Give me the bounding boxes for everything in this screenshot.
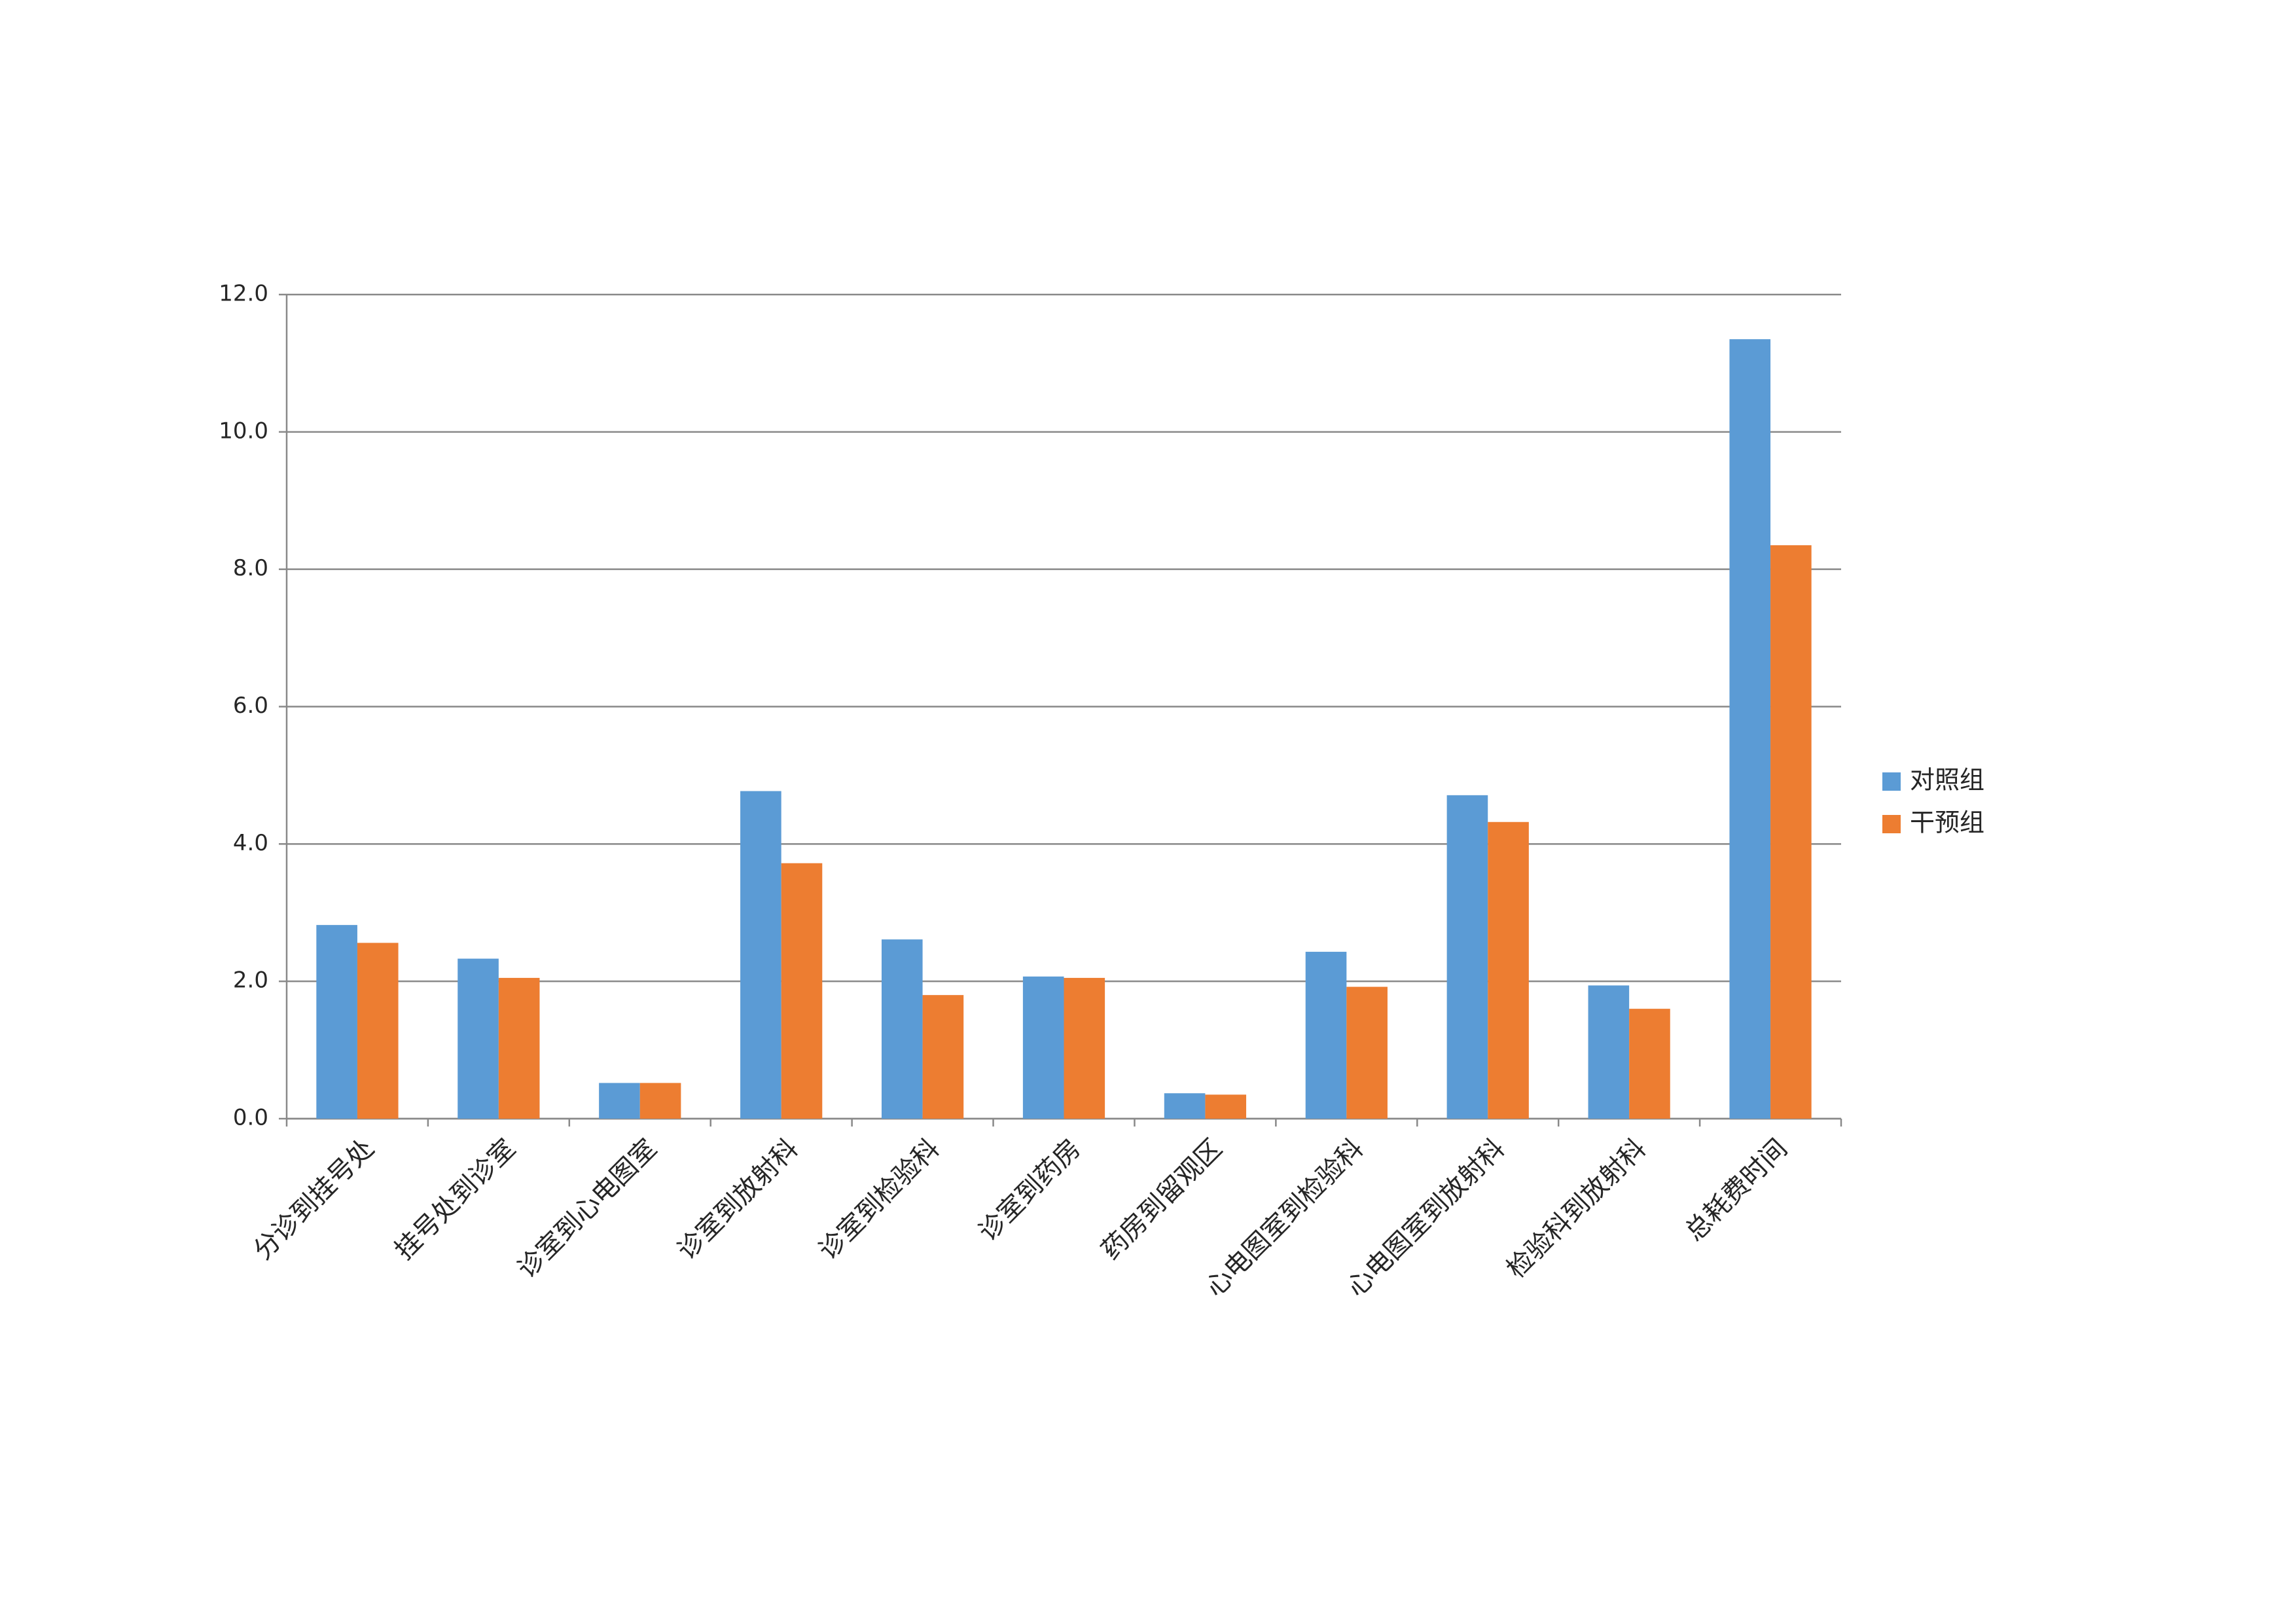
x-tick-label: 诊室到药房 bbox=[973, 1133, 1086, 1247]
x-tick-label: 检验科到放射科 bbox=[1501, 1133, 1652, 1284]
bar bbox=[1064, 977, 1105, 1119]
bar bbox=[1588, 985, 1630, 1119]
x-tick-label: 心电图室到检验科 bbox=[1200, 1133, 1369, 1303]
bar bbox=[357, 943, 399, 1119]
legend-swatch bbox=[1882, 815, 1901, 833]
y-tick-label: 0.0 bbox=[233, 1105, 268, 1131]
bar bbox=[781, 863, 823, 1119]
bar bbox=[1022, 976, 1064, 1119]
x-tick-label: 诊室到放射科 bbox=[672, 1133, 804, 1265]
bar bbox=[1629, 1009, 1670, 1119]
y-tick-label: 8.0 bbox=[233, 555, 268, 581]
x-tick-label: 总耗费时间 bbox=[1679, 1133, 1793, 1247]
bar bbox=[1346, 986, 1388, 1119]
bar bbox=[1305, 952, 1347, 1119]
y-tick-label: 4.0 bbox=[233, 830, 268, 856]
y-tick-label: 6.0 bbox=[233, 693, 268, 719]
x-tick-label: 诊室到检验科 bbox=[813, 1133, 945, 1265]
bar bbox=[740, 791, 781, 1119]
legend-label: 干预组 bbox=[1910, 808, 1984, 837]
bar bbox=[1205, 1094, 1247, 1119]
x-tick-label: 诊室到心电图室 bbox=[512, 1133, 663, 1284]
bar bbox=[1164, 1093, 1206, 1119]
x-tick-label: 分诊到挂号处 bbox=[248, 1133, 380, 1265]
bar bbox=[599, 1083, 640, 1119]
x-tick-label: 挂号处到诊室 bbox=[389, 1133, 521, 1265]
bar bbox=[881, 939, 923, 1119]
x-tick-label: 药房到留观区 bbox=[1096, 1133, 1228, 1265]
x-tick-label: 心电图室到放射科 bbox=[1341, 1133, 1511, 1303]
y-tick-label: 2.0 bbox=[233, 967, 268, 994]
y-tick-label: 12.0 bbox=[219, 281, 268, 307]
legend-swatch bbox=[1882, 772, 1901, 791]
bar bbox=[1446, 795, 1488, 1119]
bar bbox=[498, 977, 540, 1119]
bar bbox=[1488, 821, 1529, 1119]
bar bbox=[457, 958, 499, 1119]
bar bbox=[639, 1083, 681, 1119]
bar bbox=[922, 995, 964, 1119]
bar bbox=[316, 925, 357, 1119]
legend-label: 对照组 bbox=[1910, 766, 1984, 795]
bar bbox=[1770, 545, 1812, 1119]
y-tick-label: 10.0 bbox=[219, 418, 268, 444]
bar bbox=[1729, 339, 1771, 1119]
